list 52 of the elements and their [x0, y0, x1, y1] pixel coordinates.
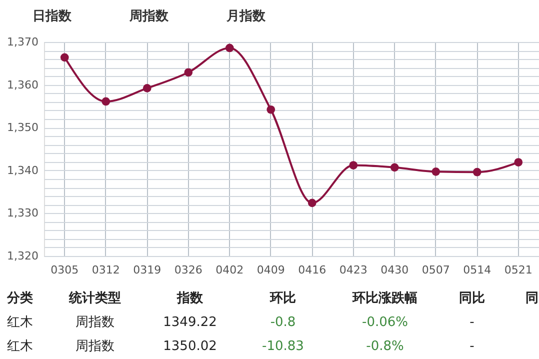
point [184, 68, 193, 77]
x-tick-label: 0312 [92, 264, 120, 276]
y-tick-label: 1,370 [7, 36, 38, 48]
text: 红木 [7, 315, 33, 330]
x-tick-label: 0521 [504, 264, 532, 276]
x-tick-label: 0423 [339, 264, 368, 276]
x-tick-label: 0507 [422, 264, 450, 276]
text: 指数 [176, 291, 204, 306]
text: -0.8 [270, 315, 296, 330]
point [472, 168, 482, 176]
text: - [470, 339, 475, 354]
x-tick-label: 0326 [174, 264, 202, 276]
point [514, 158, 523, 166]
y-tick-label: 1,360 [7, 78, 38, 92]
y-tick-label: 1,340 [7, 164, 38, 177]
text: 周指数 [76, 339, 114, 354]
text: -0.8% [366, 339, 404, 354]
text: 同比 [459, 291, 485, 306]
y-tick-label: 1,320 [7, 250, 38, 262]
y-tick-label: 1,330 [7, 206, 38, 220]
text: 环比涨跌幅 [352, 291, 418, 306]
text: 同 [526, 291, 538, 306]
text: -10.83 [262, 339, 304, 354]
text: 红木 [7, 339, 33, 354]
point [142, 84, 152, 92]
point [266, 105, 276, 114]
y-tick-label: 1,350 [7, 121, 38, 134]
x-tick-label: 0514 [463, 264, 492, 276]
text: -0.06% [362, 315, 408, 330]
text: 分类 [6, 291, 33, 306]
x-tick-label: 0402 [216, 264, 244, 276]
text: 环比 [269, 291, 296, 306]
text: 月指数 [226, 9, 266, 24]
x-tick-label: 0416 [298, 264, 326, 276]
point [308, 198, 316, 208]
x-tick-label: 0409 [256, 264, 285, 276]
point [390, 163, 399, 172]
text: 统计类型 [68, 290, 121, 306]
text: 日指数 [32, 9, 72, 24]
point [349, 161, 358, 170]
point [102, 97, 110, 106]
x-tick-label: 0305 [50, 264, 79, 276]
point [432, 168, 440, 176]
text: 周指数 [76, 315, 114, 330]
text: 1350.02 [163, 339, 217, 354]
point [60, 53, 69, 62]
text: 1349.22 [163, 315, 217, 330]
point [225, 44, 234, 52]
x-tick-label: 0430 [380, 264, 409, 276]
x-tick-label: 0319 [133, 264, 162, 276]
text: 周指数 [128, 9, 170, 24]
text: - [470, 315, 475, 330]
